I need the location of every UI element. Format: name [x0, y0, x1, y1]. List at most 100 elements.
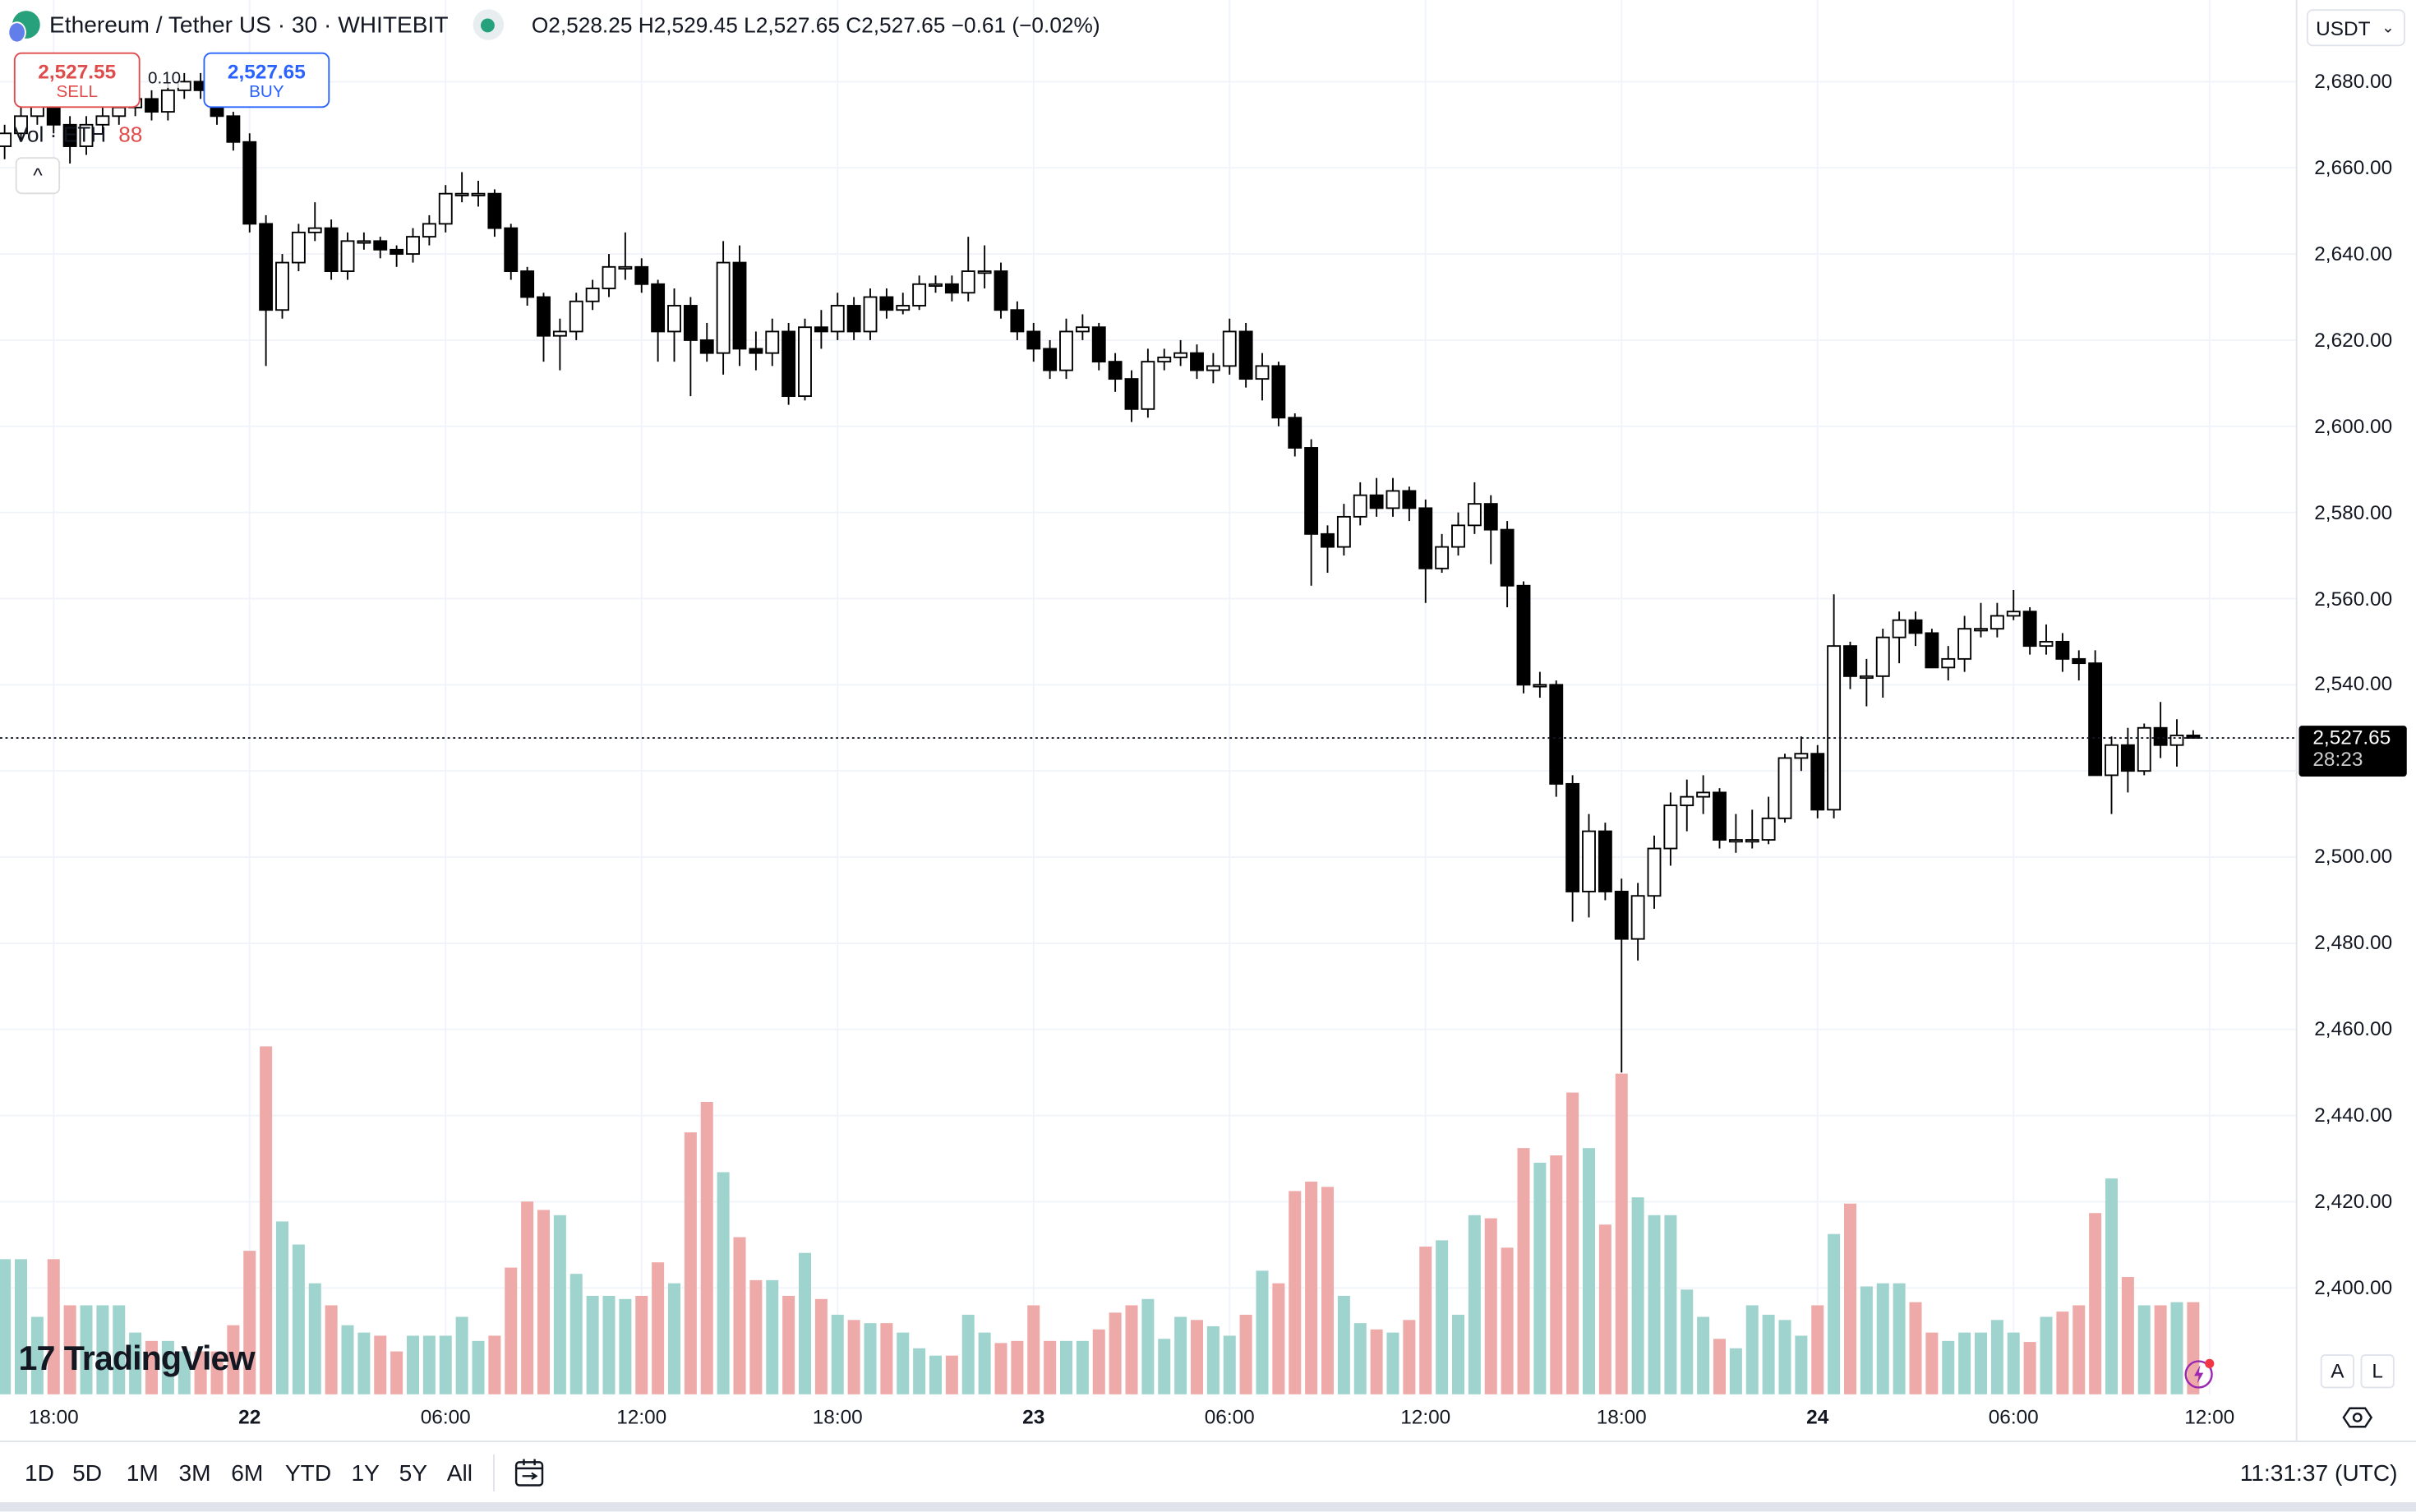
volume-bar — [1681, 1289, 1694, 1394]
price-axis[interactable] — [2295, 0, 2416, 1441]
candle-body — [1990, 615, 2004, 630]
volume-bar — [537, 1210, 550, 1394]
candle — [471, 180, 486, 207]
candle-body — [716, 261, 731, 354]
candles — [0, 72, 2201, 1073]
candle-body — [634, 265, 649, 285]
range-button-3m[interactable]: 3M — [178, 1460, 211, 1487]
candle — [14, 107, 28, 142]
candle-body — [291, 231, 306, 264]
candle — [732, 245, 747, 366]
price-tick-label: 2,600.00 — [2314, 413, 2393, 437]
buy-label: BUY — [249, 83, 284, 102]
candle-body — [454, 192, 469, 196]
candle — [896, 293, 911, 315]
range-button-1m[interactable]: 1M — [126, 1460, 159, 1487]
auto-scale-button[interactable]: A — [2320, 1354, 2354, 1389]
volume-bar — [814, 1298, 828, 1394]
volume-bar — [455, 1316, 468, 1394]
volume-bar — [994, 1343, 1007, 1394]
candle-body — [1336, 515, 1351, 548]
volume-legend[interactable]: Vol · ETH 88 — [14, 122, 143, 146]
collapse-legend-chevron-up-icon[interactable]: ^ — [15, 157, 61, 195]
candle-body — [2006, 611, 2021, 617]
settings-icon[interactable] — [2342, 1405, 2373, 1430]
volume-bar — [1191, 1320, 1203, 1394]
candle — [1516, 581, 1531, 694]
symbol-title[interactable]: Ethereum / Tether US · 30 · WHITEBIT — [49, 12, 449, 38]
range-button-ytd[interactable]: YTD — [284, 1460, 332, 1487]
utc-clock[interactable]: 11:31:37 (UTC) — [2239, 1460, 2398, 1487]
price-tick-label: 2,420.00 — [2314, 1189, 2393, 1213]
candle-body — [1451, 524, 1465, 548]
volume-bar — [374, 1335, 387, 1394]
range-button-1y[interactable]: 1Y — [351, 1460, 380, 1487]
market-status-icon[interactable] — [473, 9, 505, 40]
range-button-5y[interactable]: 5Y — [399, 1460, 428, 1487]
candle-body — [2137, 726, 2151, 772]
go-to-date-calendar-icon[interactable] — [513, 1458, 546, 1489]
candle-body — [1843, 645, 1857, 677]
candle — [2022, 606, 2037, 655]
buy-price: 2,527.65 — [227, 60, 306, 84]
candle-body — [830, 305, 845, 333]
candle — [1565, 775, 1580, 922]
candle — [912, 275, 927, 311]
candle-body — [1206, 365, 1220, 371]
sell-button[interactable]: 2,527.55 SELL — [13, 52, 141, 108]
volume-bar — [652, 1262, 665, 1394]
candle — [1990, 602, 2004, 638]
log-scale-button[interactable]: L — [2360, 1354, 2395, 1389]
time-tick-label: 23 — [1022, 1405, 1045, 1429]
price-tick-label: 2,460.00 — [2314, 1016, 2393, 1040]
last-price-value: 2,527.65 — [2312, 726, 2391, 749]
candle-body — [112, 106, 127, 118]
candle-body — [1680, 795, 1694, 807]
range-button-6m[interactable]: 6M — [231, 1460, 264, 1487]
volume-bar — [129, 1332, 142, 1394]
price-tick-label: 2,440.00 — [2314, 1103, 2393, 1127]
candle — [1696, 775, 1711, 814]
candle-body — [961, 270, 975, 294]
candle — [1402, 486, 1417, 522]
candle — [1288, 413, 1303, 457]
candle — [699, 322, 714, 362]
candle — [1941, 646, 1956, 681]
candle-body — [2022, 611, 2037, 648]
volume-bar — [1239, 1314, 1252, 1394]
candle — [1745, 809, 1759, 849]
volume-bar — [1076, 1340, 1089, 1394]
price-chart[interactable] — [0, 0, 2296, 1394]
range-button-5d[interactable]: 5D — [72, 1460, 103, 1487]
candle — [291, 224, 306, 272]
candle-body — [1059, 330, 1073, 371]
volume-bar — [1828, 1233, 1841, 1394]
candle-body — [1875, 636, 1890, 677]
time-tick-label: 18:00 — [1596, 1405, 1647, 1429]
candle-body — [1777, 757, 1792, 819]
currency-dropdown[interactable]: USDT ⌄ — [2306, 9, 2405, 47]
volume-bar — [1484, 1218, 1497, 1394]
tradingview-logo[interactable]: 17 TradingView — [19, 1339, 256, 1379]
chevron-down-icon: ⌄ — [2381, 20, 2395, 37]
buy-button[interactable]: 2,527.65 BUY — [203, 52, 330, 108]
candle — [1843, 641, 1857, 689]
candle — [798, 318, 812, 401]
range-button-all[interactable]: All — [446, 1460, 473, 1487]
time-tick-label: 12:00 — [2184, 1405, 2235, 1429]
range-button-1d[interactable]: 1D — [25, 1460, 54, 1487]
sell-label: SELL — [56, 83, 98, 102]
candle — [1582, 814, 1596, 918]
lightning-icon[interactable] — [2183, 1358, 2217, 1391]
volume-bar — [1125, 1305, 1138, 1394]
candle — [62, 116, 77, 164]
candle-body — [537, 296, 551, 337]
candle — [716, 241, 731, 375]
volume-bar — [978, 1332, 991, 1394]
volume-bar — [260, 1046, 273, 1394]
volume-bar — [1975, 1332, 1987, 1394]
candle-body — [438, 192, 453, 225]
candle-body — [1288, 417, 1303, 449]
candle — [1794, 736, 1809, 772]
volume-bar — [325, 1305, 338, 1394]
